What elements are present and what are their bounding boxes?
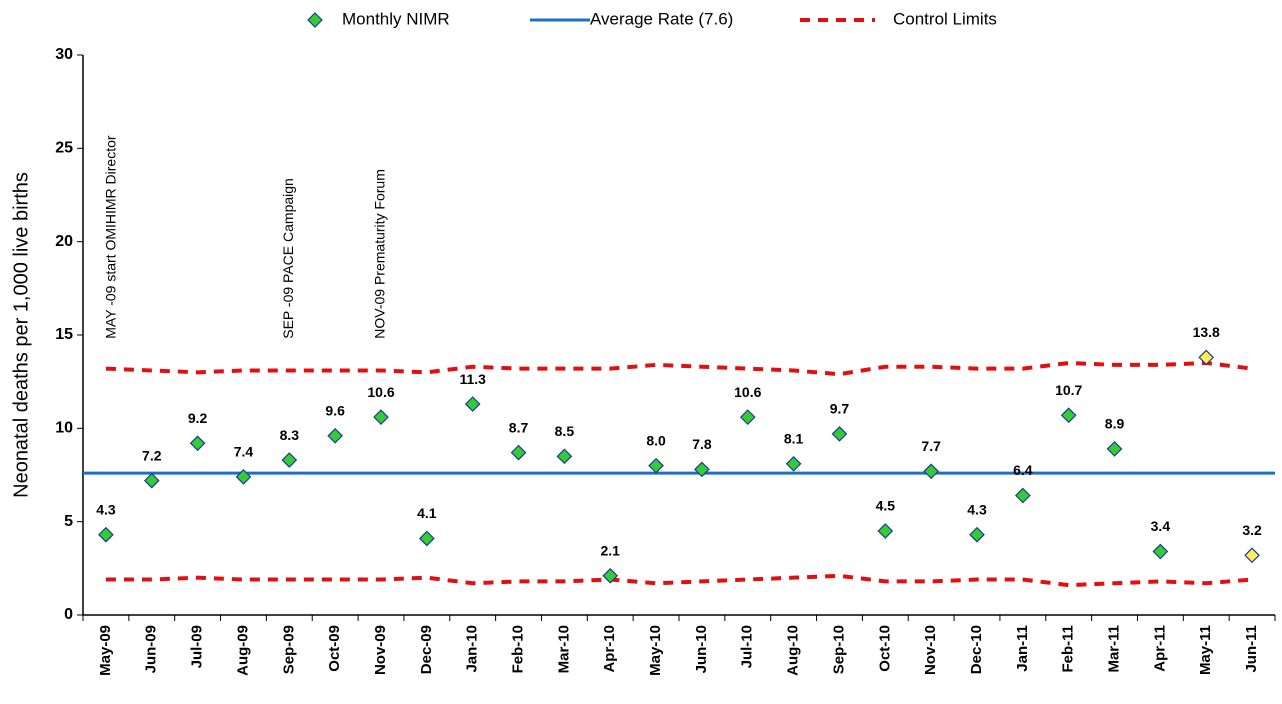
data-label: 7.2: [142, 447, 162, 463]
data-point: [1106, 441, 1123, 457]
data-label: 8.7: [509, 419, 529, 435]
data-label: 7.7: [921, 438, 941, 454]
data-label: 13.8: [1193, 324, 1220, 340]
data-label: 11.3: [459, 371, 486, 387]
x-tick-label: Jun-11: [1243, 625, 1260, 673]
data-point: [556, 448, 573, 465]
data-label: 8.9: [1105, 416, 1125, 432]
x-tick-label: Jan-11: [1014, 625, 1031, 672]
y-tick-label: 5: [64, 513, 73, 530]
data-point: [98, 526, 114, 543]
data-label: 4.3: [967, 501, 987, 517]
data-point: [602, 567, 619, 584]
data-label: 9.2: [188, 410, 208, 426]
annotation: MAY -09 start OMIHIMR Director: [103, 135, 119, 339]
legend-label: Average Rate (7.6): [590, 9, 733, 28]
data-point: [877, 523, 894, 539]
legend-label: Monthly NIMR: [342, 9, 450, 28]
x-tick-label: Jan-10: [464, 625, 481, 673]
data-label: 7.4: [234, 444, 254, 460]
x-tick-label: Oct-10: [876, 625, 893, 672]
data-label: 6.4: [1013, 462, 1033, 478]
data-point: [831, 426, 848, 442]
y-tick-label: 10: [55, 420, 73, 437]
x-tick-label: Dec-10: [968, 625, 985, 674]
x-tick-label: Oct-09: [326, 625, 343, 672]
x-tick-label: Mar-11: [1106, 625, 1123, 673]
data-point: [694, 461, 710, 478]
data-point: [1244, 547, 1260, 564]
data-label: 9.6: [325, 403, 345, 419]
x-tick-label: Apr-10: [601, 625, 618, 673]
control-limit-line: [105, 573, 1253, 588]
data-point: [189, 435, 206, 452]
x-tick-label: Jun-10: [693, 625, 710, 673]
data-point: [969, 526, 985, 543]
x-tick-label: May-10: [647, 625, 664, 676]
data-point: [281, 452, 298, 468]
data-point: [143, 472, 160, 489]
data-label: 10.7: [1055, 382, 1082, 398]
data-point: [1198, 349, 1215, 366]
data-label: 4.3: [96, 501, 116, 517]
annotation: SEP -09 PACE Campaign: [280, 178, 296, 339]
data-label: 8.0: [646, 432, 666, 448]
x-tick-label: Dec-09: [418, 625, 435, 674]
x-tick-label: Nov-09: [372, 625, 389, 675]
x-tick-label: Feb-11: [1060, 625, 1077, 673]
data-label: 7.8: [692, 436, 712, 452]
data-point: [373, 409, 389, 425]
data-point: [1014, 487, 1031, 504]
data-label: 9.7: [830, 401, 850, 417]
data-point: [739, 409, 756, 425]
data-label: 8.1: [784, 431, 804, 447]
x-tick-label: Nov-10: [922, 625, 939, 675]
y-tick-label: 15: [55, 326, 73, 343]
y-tick-label: 20: [55, 233, 73, 250]
data-label: 8.3: [280, 427, 300, 443]
legend-marker: [307, 12, 323, 28]
x-tick-label: May-09: [97, 625, 114, 676]
data-point: [648, 457, 664, 474]
legend-label: Control Limits: [893, 9, 997, 28]
x-tick-label: Jun-09: [143, 625, 160, 673]
y-tick-label: 30: [55, 46, 73, 63]
data-point: [418, 530, 435, 547]
x-tick-label: Aug-10: [785, 625, 802, 676]
x-tick-label: Sep-10: [830, 625, 847, 674]
x-tick-label: May-11: [1197, 625, 1214, 675]
x-tick-label: Jul-10: [739, 625, 756, 668]
data-label: 8.5: [555, 423, 575, 439]
data-point: [923, 463, 940, 480]
data-point: [464, 396, 481, 412]
data-point: [1152, 543, 1169, 560]
data-point: [785, 455, 802, 472]
data-label: 10.6: [367, 384, 394, 400]
x-tick-label: Apr-11: [1151, 625, 1168, 672]
annotation: NOV-09 Prematurity Forum: [372, 169, 388, 339]
data-label: 4.5: [876, 498, 896, 514]
y-tick-label: 0: [64, 606, 73, 623]
data-point: [327, 427, 344, 444]
x-tick-label: Aug-09: [234, 625, 251, 676]
data-label: 2.1: [600, 543, 620, 559]
x-tick-label: Mar-10: [555, 625, 572, 673]
data-label: 3.4: [1151, 518, 1171, 534]
data-point: [235, 469, 252, 485]
data-point: [510, 444, 527, 461]
data-label: 10.6: [734, 384, 761, 400]
data-label: 4.1: [417, 505, 437, 521]
y-axis-label: Neonatal deaths per 1,000 live births: [10, 172, 32, 498]
x-tick-label: Feb-10: [510, 625, 527, 673]
data-point: [1060, 407, 1077, 424]
y-tick-label: 25: [55, 140, 73, 157]
control-limit-line: [105, 360, 1253, 377]
x-tick-label: Jul-09: [189, 625, 206, 668]
x-tick-label: Sep-09: [280, 625, 297, 674]
data-label: 3.2: [1242, 522, 1262, 538]
